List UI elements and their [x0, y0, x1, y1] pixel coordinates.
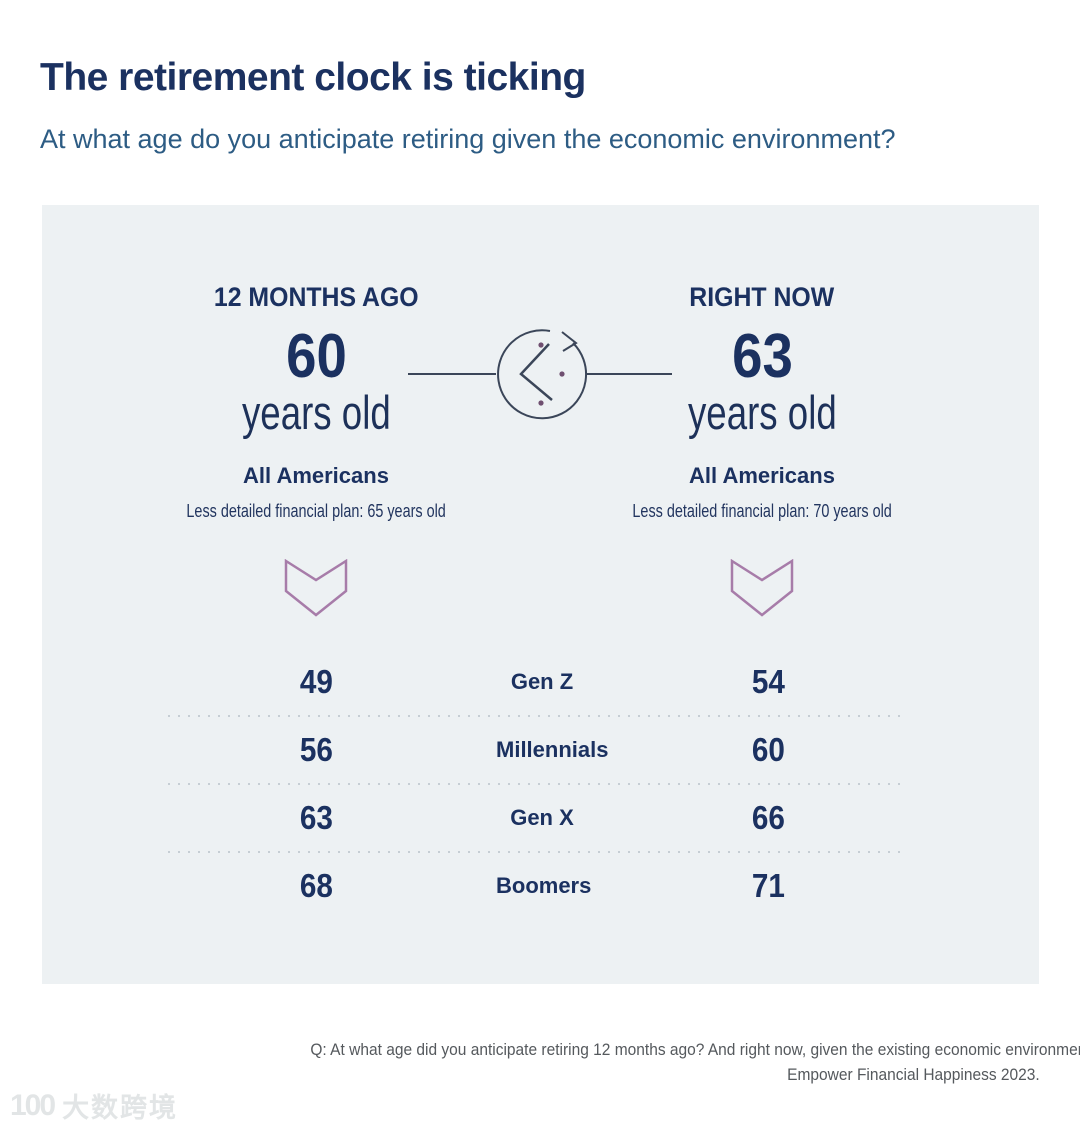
- age-now: 71: [751, 867, 785, 904]
- footnote-question: Q: At what age did you anticipate retiri…: [310, 1041, 1080, 1059]
- page-title: The retirement clock is ticking: [40, 56, 586, 99]
- page-subtitle: At what age do you anticipate retiring g…: [40, 124, 896, 154]
- generation-label: Millennials: [496, 737, 609, 762]
- period-label-now: RIGHT NOW: [689, 282, 835, 312]
- dotted-divider: [168, 715, 900, 717]
- chevron-down-icon: [136, 558, 496, 617]
- age-before: 68: [299, 867, 333, 904]
- generation-label: Gen X: [510, 805, 574, 830]
- plan-note-now: Less detailed financial plan: 70 years o…: [632, 501, 892, 521]
- chevron-down-icon: [582, 558, 942, 617]
- age-before: 49: [299, 663, 333, 700]
- dotted-divider: [168, 783, 900, 785]
- age-unit-now: years old: [687, 386, 837, 439]
- clock-rotate-icon: [408, 329, 672, 420]
- age-before: 60: [285, 322, 347, 391]
- plan-note-before: Less detailed financial plan: 65 years o…: [186, 501, 446, 521]
- age-now: 60: [751, 731, 785, 768]
- generation-label: Gen Z: [510, 669, 574, 694]
- footnote-source: Empower Financial Happiness 2023.: [787, 1066, 1040, 1084]
- watermark-logo: 100: [10, 1088, 56, 1122]
- period-label-before: 12 MONTHS AGO: [213, 282, 419, 312]
- age-now: 63: [731, 322, 793, 391]
- generation-table: 49 Gen Z 54 56 Millennials 60 63 Gen X 6…: [136, 649, 948, 919]
- table-row: 63 Gen X 66: [136, 785, 948, 851]
- watermark-text: 大数跨境: [62, 1093, 179, 1123]
- comparison-panel: 12 MONTHS AGO 60 years old All Americans…: [42, 205, 1039, 984]
- dotted-divider: [168, 851, 900, 853]
- column-right-now: RIGHT NOW 63 years old All Americans Les…: [582, 281, 942, 617]
- table-row: 49 Gen Z 54: [136, 649, 948, 715]
- table-row: 68 Boomers 71: [136, 853, 948, 919]
- age-unit-before: years old: [241, 386, 391, 439]
- age-before: 63: [299, 799, 333, 836]
- group-label-now: All Americans: [689, 463, 835, 488]
- age-before: 56: [299, 731, 333, 768]
- watermark: 100 大数跨境: [10, 1086, 178, 1125]
- group-label-before: All Americans: [243, 463, 389, 488]
- table-row: 56 Millennials 60: [136, 717, 948, 783]
- footnote: Q: At what age did you anticipate retiri…: [260, 1038, 1080, 1088]
- age-now: 54: [751, 663, 785, 700]
- age-now: 66: [751, 799, 785, 836]
- generation-label: Boomers: [496, 873, 592, 898]
- column-12-months-ago: 12 MONTHS AGO 60 years old All Americans…: [136, 281, 496, 617]
